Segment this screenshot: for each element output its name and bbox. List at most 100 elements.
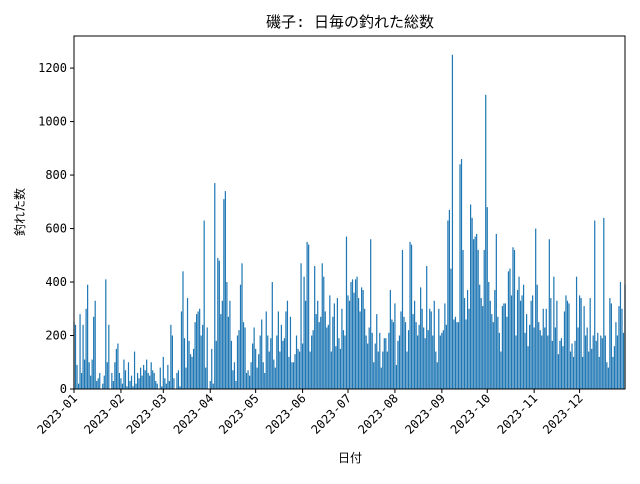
bar (521, 295, 523, 389)
bar (176, 372, 178, 389)
y-tick-label: 800 (45, 168, 67, 182)
bar (582, 356, 584, 389)
bar (607, 367, 609, 389)
bar (506, 316, 508, 389)
bar (542, 308, 544, 389)
bar (547, 335, 549, 389)
x-tick-label: 2023-09 (402, 391, 448, 437)
bar (318, 322, 320, 389)
bar (268, 351, 270, 389)
bar (159, 367, 161, 389)
bar (338, 338, 340, 389)
bar (317, 300, 319, 389)
bar (333, 303, 335, 389)
bar (311, 335, 313, 389)
bar (274, 367, 276, 389)
bar (77, 383, 80, 389)
x-tick-label: 2023-01 (34, 391, 80, 437)
x-tick-label: 2023-02 (81, 391, 127, 437)
bar (74, 324, 77, 389)
bar (489, 300, 491, 389)
bar (324, 311, 326, 389)
bar (306, 241, 308, 389)
bar (409, 241, 411, 389)
bar (613, 346, 616, 389)
bar (162, 356, 164, 389)
bar (580, 298, 582, 389)
bar (357, 298, 360, 389)
bar (571, 343, 573, 389)
bar (362, 290, 364, 389)
bar (501, 306, 503, 389)
bar (491, 314, 493, 389)
bar (536, 284, 538, 389)
bar (161, 386, 163, 389)
y-tick-label: 600 (45, 222, 67, 236)
bar (566, 300, 569, 389)
bar (301, 343, 304, 389)
bar (223, 199, 225, 389)
bar (183, 338, 186, 389)
bar (123, 359, 125, 389)
x-tick-label: 2023-06 (263, 391, 309, 437)
bar (103, 375, 105, 389)
bar (153, 372, 155, 389)
bar (432, 335, 434, 389)
bar (442, 330, 444, 389)
bar (342, 330, 345, 389)
bar (603, 217, 605, 389)
bar (374, 343, 376, 389)
bar (188, 340, 190, 389)
bar (259, 335, 261, 389)
bar (191, 356, 193, 389)
bar (167, 364, 169, 389)
bar (127, 362, 130, 389)
bar (165, 383, 167, 389)
bar (503, 303, 505, 389)
bar (312, 330, 314, 389)
bar (417, 335, 419, 389)
bar (233, 362, 236, 389)
bar (530, 300, 532, 389)
bar (141, 375, 143, 389)
bar (230, 340, 233, 389)
bar (494, 290, 496, 389)
bar (356, 276, 358, 389)
bar (454, 316, 457, 389)
bar (258, 354, 260, 389)
bar (562, 346, 564, 389)
bar (423, 327, 425, 389)
bar (180, 311, 183, 389)
bar (462, 249, 464, 389)
bar (298, 351, 301, 389)
bar (209, 380, 211, 389)
bar (295, 335, 298, 389)
bar (282, 340, 284, 389)
bar (286, 300, 289, 389)
bar (206, 327, 208, 389)
bar (248, 375, 251, 389)
bar (177, 370, 180, 389)
bar (444, 303, 446, 389)
bar (212, 383, 214, 389)
bar (215, 340, 217, 389)
bar (256, 367, 258, 389)
bar (457, 322, 460, 389)
bar (309, 351, 311, 389)
bar (510, 295, 513, 389)
bar (486, 207, 488, 389)
plot-frame (73, 35, 626, 390)
bar (276, 335, 278, 389)
bar (397, 340, 399, 389)
bar (185, 367, 187, 389)
bar (448, 209, 451, 389)
bar (239, 284, 242, 389)
bar (350, 282, 352, 389)
bar (533, 327, 535, 389)
bar (438, 308, 440, 389)
bar (205, 367, 207, 389)
bar (135, 383, 137, 389)
bar (171, 335, 173, 389)
bar (323, 276, 325, 389)
